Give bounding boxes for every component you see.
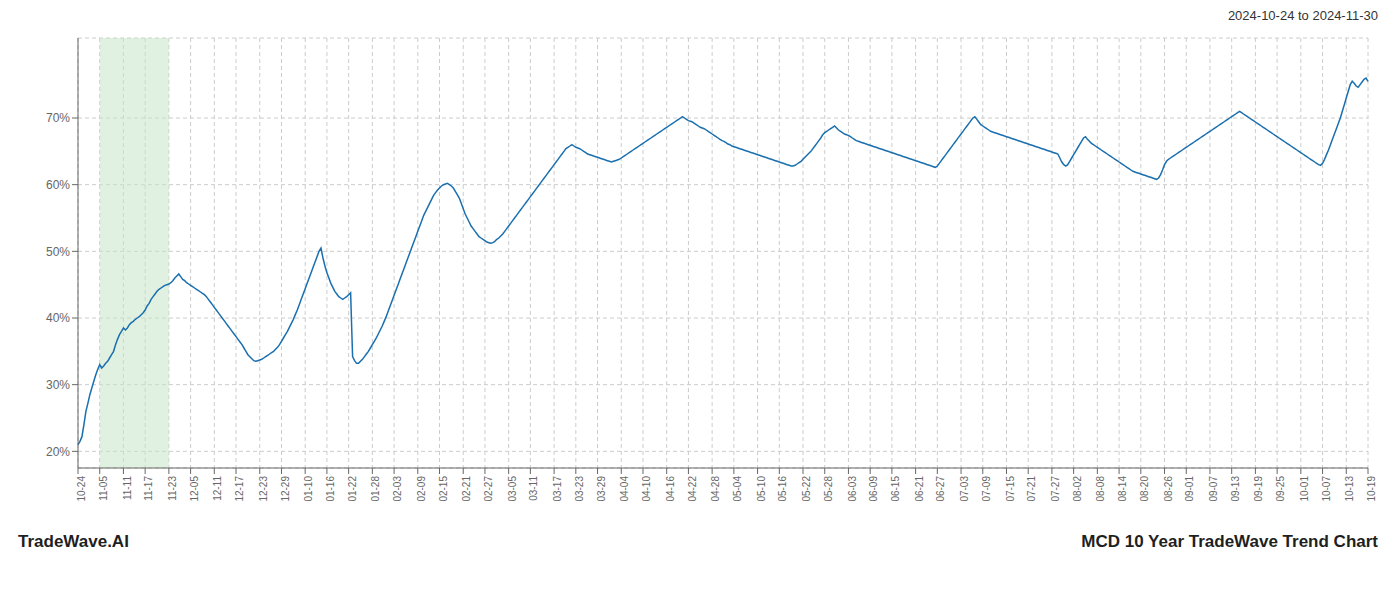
svg-text:20%: 20% — [46, 445, 70, 459]
svg-text:02-15: 02-15 — [438, 476, 449, 502]
svg-text:01-28: 01-28 — [370, 476, 381, 502]
svg-text:10-19: 10-19 — [1366, 476, 1377, 502]
svg-text:04-22: 04-22 — [687, 476, 698, 502]
svg-text:10-07: 10-07 — [1321, 476, 1332, 502]
svg-text:60%: 60% — [46, 178, 70, 192]
html-text:TradeWave.AI: TradeWave.AI — [18, 532, 129, 551]
svg-text:06-27: 06-27 — [935, 476, 946, 502]
svg-text:07-15: 07-15 — [1005, 476, 1016, 502]
svg-text:06-03: 06-03 — [847, 476, 858, 502]
svg-text:50%: 50% — [46, 245, 70, 259]
svg-text:02-03: 02-03 — [392, 476, 403, 502]
svg-text:02-27: 02-27 — [483, 476, 494, 502]
svg-text:11-17: 11-17 — [143, 476, 154, 501]
svg-text:09-19: 09-19 — [1253, 476, 1264, 502]
svg-text:10-13: 10-13 — [1344, 476, 1355, 502]
svg-text:12-23: 12-23 — [258, 476, 269, 502]
svg-text:70%: 70% — [46, 111, 70, 125]
svg-text:10-24: 10-24 — [76, 476, 87, 502]
svg-text:11-05: 11-05 — [98, 476, 109, 501]
html-text:2024-10-24 to 2024-11-30: 2024-10-24 to 2024-11-30 — [1227, 8, 1378, 23]
svg-text:06-09: 06-09 — [868, 476, 879, 502]
svg-text:07-21: 07-21 — [1026, 476, 1037, 502]
svg-text:01-10: 01-10 — [303, 476, 314, 502]
svg-text:05-10: 05-10 — [756, 476, 767, 502]
svg-text:12-05: 12-05 — [189, 476, 200, 502]
svg-text:07-09: 07-09 — [981, 476, 992, 502]
svg-text:40%: 40% — [46, 311, 70, 325]
svg-text:11-23: 11-23 — [167, 476, 178, 501]
svg-text:04-10: 04-10 — [641, 476, 652, 502]
svg-text:30%: 30% — [46, 378, 70, 392]
html-text:MCD 10 Year TradeWave Trend Ch: MCD 10 Year TradeWave Trend Chart — [1081, 532, 1378, 551]
svg-text:08-26: 08-26 — [1163, 476, 1174, 502]
svg-text:11-11: 11-11 — [122, 476, 133, 501]
svg-text:07-27: 07-27 — [1050, 476, 1061, 502]
svg-text:06-21: 06-21 — [914, 476, 925, 502]
svg-text:05-16: 05-16 — [777, 476, 788, 502]
svg-text:07-03: 07-03 — [959, 476, 970, 502]
svg-text:08-02: 08-02 — [1072, 476, 1083, 502]
svg-text:03-11: 03-11 — [528, 476, 539, 501]
svg-text:05-04: 05-04 — [732, 476, 743, 502]
svg-text:09-13: 09-13 — [1230, 476, 1241, 502]
svg-text:03-29: 03-29 — [596, 476, 607, 502]
svg-text:04-04: 04-04 — [619, 476, 630, 502]
svg-text:08-20: 08-20 — [1139, 476, 1150, 502]
svg-text:05-28: 05-28 — [823, 476, 834, 502]
svg-text:06-15: 06-15 — [890, 476, 901, 502]
svg-text:12-11: 12-11 — [212, 476, 223, 501]
svg-text:04-16: 04-16 — [665, 476, 676, 502]
svg-text:04-28: 04-28 — [710, 476, 721, 502]
svg-text:12-29: 12-29 — [280, 476, 291, 502]
svg-text:09-01: 09-01 — [1184, 476, 1195, 502]
svg-text:08-08: 08-08 — [1095, 476, 1106, 502]
svg-text:03-05: 03-05 — [507, 476, 518, 502]
svg-text:05-22: 05-22 — [801, 476, 812, 502]
svg-text:03-17: 03-17 — [552, 476, 563, 502]
svg-text:03-23: 03-23 — [574, 476, 585, 502]
svg-text:02-21: 02-21 — [461, 476, 472, 502]
svg-text:10-01: 10-01 — [1299, 476, 1310, 502]
svg-text:12-17: 12-17 — [234, 476, 245, 502]
svg-text:09-07: 09-07 — [1208, 476, 1219, 502]
svg-text:01-22: 01-22 — [347, 476, 358, 502]
svg-text:08-14: 08-14 — [1117, 476, 1128, 502]
svg-text:02-09: 02-09 — [416, 476, 427, 502]
svg-text:01-16: 01-16 — [325, 476, 336, 502]
svg-text:09-25: 09-25 — [1275, 476, 1286, 502]
